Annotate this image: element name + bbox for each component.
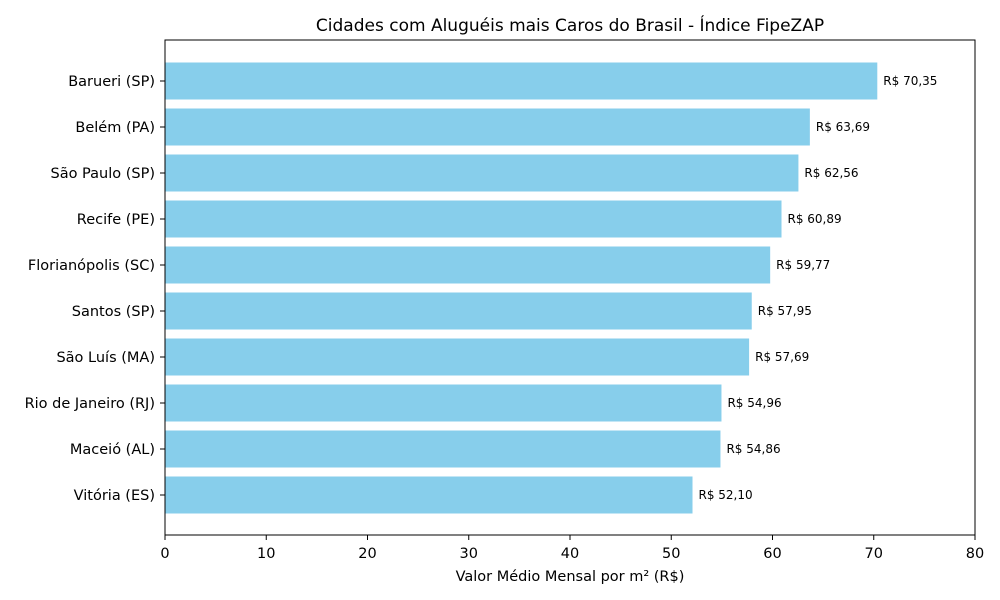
category-label: São Paulo (SP) [50,166,155,182]
chart-title: Cidades com Aluguéis mais Caros do Brasi… [316,14,824,36]
category-label: Belém (PA) [75,120,155,136]
x-tick-label: 0 [160,546,169,562]
data-label: R$ 52,10 [699,488,753,502]
bars-group [165,62,878,514]
x-axis-ticks: 0 10 20 30 40 50 60 70 80 [160,535,984,562]
bar [165,246,771,284]
bar [165,108,810,146]
x-axis-label: Valor Médio Mensal por m² (R$) [456,569,685,585]
category-label: Florianópolis (SC) [28,258,155,274]
data-label: R$ 62,56 [804,166,858,180]
category-label: Maceió (AL) [70,442,155,458]
data-label: R$ 57,69 [755,350,809,364]
x-tick-label: 40 [561,546,579,562]
bar [165,62,878,100]
x-tick-label: 60 [763,546,781,562]
data-label: R$ 70,35 [883,74,937,88]
x-tick-label: 80 [966,546,984,562]
category-labels: Barueri (SP) Belém (PA) São Paulo (SP) Reci… [25,74,165,504]
category-label: Barueri (SP) [68,74,155,90]
bar [165,430,721,468]
x-tick-label: 50 [662,546,680,562]
data-label: R$ 54,86 [726,442,780,456]
bar [165,476,693,514]
bar [165,384,722,422]
data-label: R$ 54,96 [727,396,781,410]
bar [165,154,799,192]
data-label: R$ 59,77 [776,258,830,272]
data-label: R$ 60,89 [788,212,842,226]
x-tick-label: 20 [358,546,376,562]
x-tick-label: 10 [257,546,275,562]
data-label: R$ 57,95 [758,304,812,318]
category-label: Recife (PE) [77,212,155,228]
bar [165,292,752,330]
bar [165,338,750,376]
x-tick-label: 30 [460,546,478,562]
data-label: R$ 63,69 [816,120,870,134]
bar [165,200,782,238]
category-label: Vitória (ES) [74,488,155,504]
category-label: São Luís (MA) [56,350,155,366]
x-tick-label: 70 [865,546,883,562]
category-label: Santos (SP) [72,304,155,320]
data-labels: R$ 70,35 R$ 63,69 R$ 62,56 R$ 60,89 R$ 59,77… [699,74,938,502]
category-label: Rio de Janeiro (RJ) [25,396,155,412]
